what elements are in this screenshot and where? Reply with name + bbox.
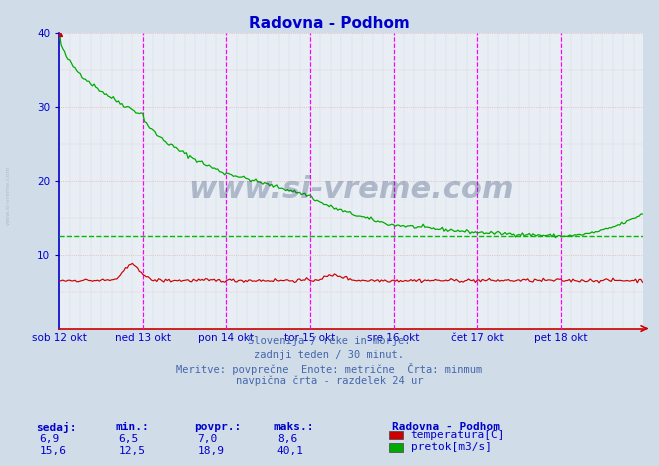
Text: sedaj:: sedaj: [36, 422, 76, 433]
Text: Meritve: povprečne  Enote: metrične  Črta: minmum: Meritve: povprečne Enote: metrične Črta:… [177, 363, 482, 375]
Text: maks.:: maks.: [273, 422, 314, 432]
Text: Radovna - Podhom: Radovna - Podhom [249, 16, 410, 31]
Text: 18,9: 18,9 [198, 446, 225, 456]
Text: povpr.:: povpr.: [194, 422, 242, 432]
Text: zadnji teden / 30 minut.: zadnji teden / 30 minut. [254, 350, 405, 359]
Text: pretok[m3/s]: pretok[m3/s] [411, 442, 492, 452]
Text: temperatura[C]: temperatura[C] [411, 430, 505, 440]
Text: Radovna - Podhom: Radovna - Podhom [392, 422, 500, 432]
Text: min.:: min.: [115, 422, 149, 432]
Text: www.si-vreme.com: www.si-vreme.com [6, 166, 11, 226]
Text: 40,1: 40,1 [277, 446, 304, 456]
Text: www.si-vreme.com: www.si-vreme.com [188, 175, 514, 204]
Text: 15,6: 15,6 [40, 446, 67, 456]
Text: 6,5: 6,5 [119, 434, 139, 444]
Text: 12,5: 12,5 [119, 446, 146, 456]
Text: 6,9: 6,9 [40, 434, 60, 444]
Text: Slovenija / reke in morje.: Slovenija / reke in morje. [248, 336, 411, 346]
Text: 7,0: 7,0 [198, 434, 218, 444]
Text: 8,6: 8,6 [277, 434, 297, 444]
Text: navpična črta - razdelek 24 ur: navpična črta - razdelek 24 ur [236, 376, 423, 386]
